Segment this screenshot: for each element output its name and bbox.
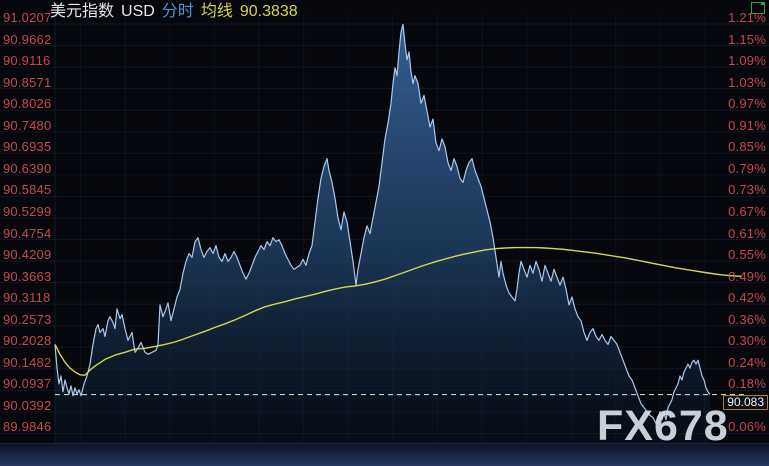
period-label[interactable]: 分时: [161, 3, 194, 20]
symbol-name: 美元指数: [50, 3, 115, 20]
right-axis-label: 1.03%: [728, 74, 766, 90]
left-axis-label: 90.9662: [3, 31, 52, 47]
right-axis-label: 1.21%: [728, 10, 766, 25]
left-axis-label: 90.3118: [3, 290, 51, 306]
right-axis-label: 0.61%: [728, 225, 766, 241]
current-price-tag: 90.083: [723, 395, 768, 410]
left-axis-label: 90.2573: [3, 311, 52, 327]
expand-icon[interactable]: [751, 2, 765, 14]
right-axis-label: 0.30%: [728, 333, 766, 349]
right-axis-label: 0.73%: [728, 182, 766, 198]
left-axis-label: 90.4209: [3, 247, 52, 263]
ma-line: [54, 246, 743, 376]
left-axis-label: 89.9846: [3, 419, 52, 435]
right-axis-label: 1.15%: [728, 31, 766, 47]
ma-label: 均线: [200, 3, 233, 20]
symbol-code: USD: [121, 3, 155, 20]
price-area: [55, 24, 710, 445]
left-axis-label: 90.6935: [3, 139, 52, 155]
right-axis-label: 0.85%: [728, 139, 766, 155]
left-axis-label: 90.9116: [3, 53, 51, 69]
right-axis-label: 0.97%: [728, 96, 766, 112]
right-axis-label: 0.42%: [728, 290, 766, 306]
watermark: FX678: [597, 402, 729, 450]
left-axis-label: 90.8026: [3, 96, 52, 112]
left-axis-label: 90.2028: [3, 333, 52, 349]
right-axis-label: 0.18%: [728, 376, 766, 392]
left-axis-label: 90.4754: [3, 225, 52, 241]
ma-value: 90.3838: [239, 3, 298, 20]
right-axis-label: 1.09%: [728, 53, 766, 69]
time-axis-band: [0, 443, 769, 466]
right-axis-label: 0.06%: [728, 419, 766, 435]
chart-title: 美元指数 USD 分时 均线 90.3838: [50, 2, 298, 22]
left-axis-label: 90.1482: [3, 354, 52, 370]
right-axis-label: 0.49%: [728, 268, 766, 284]
right-axis-label: 0.67%: [728, 204, 766, 219]
left-axis-label: 90.8571: [3, 74, 52, 90]
left-axis-label: 90.5299: [3, 204, 52, 219]
right-axis-label: 0.91%: [728, 117, 766, 133]
left-axis-label: 90.3663: [3, 268, 52, 284]
right-axis-label: 0.24%: [728, 354, 766, 370]
right-axis-label: 0.55%: [728, 247, 766, 263]
right-axis-label: 0.79%: [728, 160, 766, 176]
left-axis-label: 90.7480: [3, 117, 52, 133]
right-axis-label: 0.36%: [728, 311, 766, 327]
left-axis-label: 90.0392: [3, 397, 52, 413]
left-axis-label: 90.0937: [3, 376, 52, 392]
left-axis-label: 90.5845: [3, 182, 52, 198]
left-axis-label: 91.0207: [3, 10, 52, 25]
price-line: [54, 23, 711, 424]
left-axis-label: 90.6390: [3, 160, 52, 176]
